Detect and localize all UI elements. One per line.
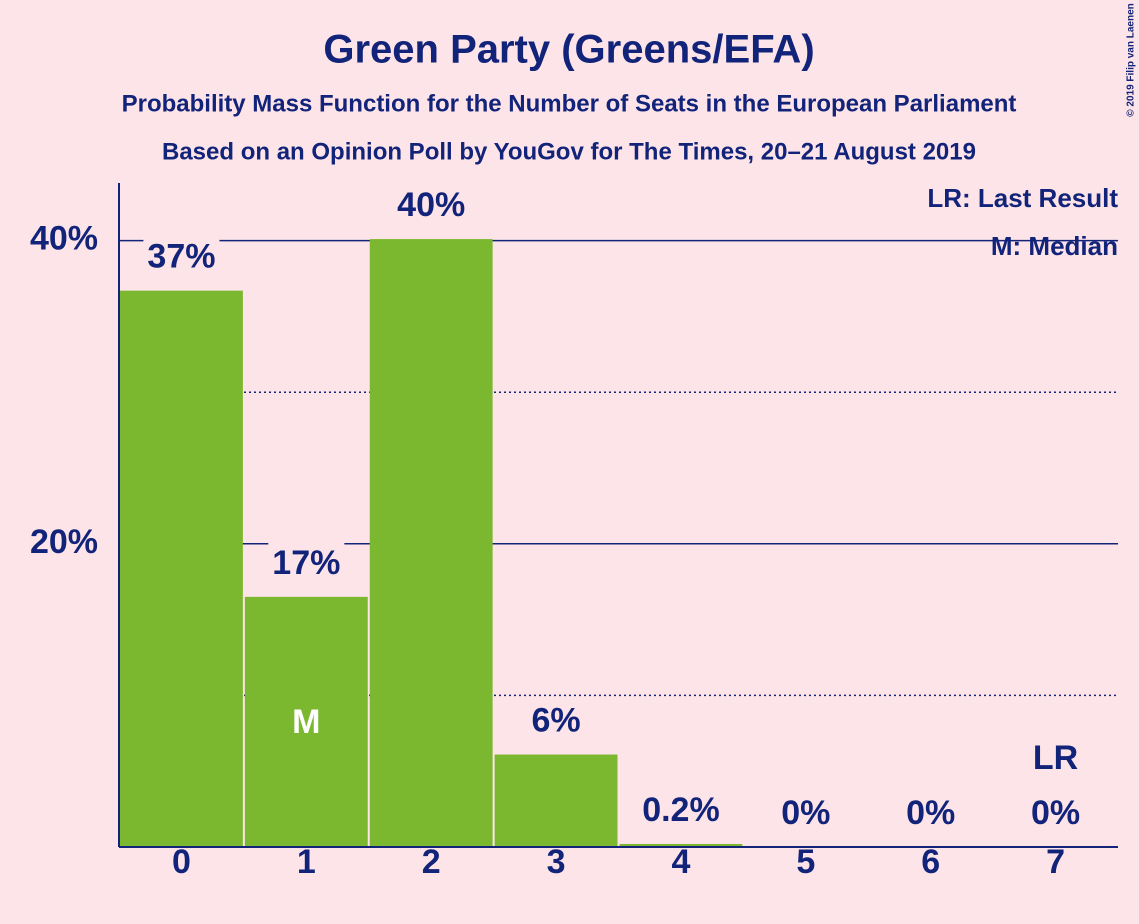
value-label: 37% [147, 238, 215, 276]
value-label: 6% [531, 702, 580, 740]
value-label-background [393, 184, 470, 227]
copyright: © 2019 Filip van Laenen [1126, 3, 1137, 117]
value-label: 40% [397, 186, 465, 224]
value-label-background [902, 791, 960, 834]
y-tick-label: 40% [30, 220, 98, 258]
bar [120, 290, 243, 847]
x-tick-label: 6 [921, 843, 940, 881]
y-tick-label: 20% [30, 523, 98, 561]
value-label: 0.2% [642, 791, 720, 829]
value-label-background [1026, 791, 1085, 834]
x-tick-label: 5 [796, 843, 815, 881]
legend-entry: LR: Last Result [927, 183, 1118, 213]
value-label: 0% [1031, 794, 1080, 832]
value-label: 0% [781, 794, 830, 832]
bar [369, 239, 493, 848]
value-label-background [638, 788, 724, 831]
value-label-background [527, 699, 585, 742]
x-tick-label: 0 [172, 843, 191, 881]
marker-label: LR [1033, 739, 1078, 777]
value-label-background [268, 541, 345, 584]
x-tick-label: 3 [547, 843, 566, 881]
x-tick-label: 2 [422, 843, 441, 881]
bar [244, 596, 368, 847]
x-tick-label: 7 [1046, 843, 1065, 881]
chart-subtitle: Based on an Opinion Poll by YouGov for T… [162, 138, 976, 165]
x-tick-label: 1 [297, 843, 316, 881]
chart-title: Green Party (Greens/EFA) [323, 28, 814, 72]
chart-subtitle: Probability Mass Function for the Number… [122, 90, 1017, 117]
value-label-background [777, 791, 835, 834]
marker-label: M [292, 703, 320, 741]
value-label: 0% [906, 794, 955, 832]
bar [619, 843, 743, 847]
bar [494, 754, 618, 847]
value-label-background [143, 235, 220, 278]
x-tick-label: 4 [671, 843, 690, 881]
legend-entry: M: Median [991, 231, 1118, 261]
value-label: 17% [272, 544, 340, 582]
